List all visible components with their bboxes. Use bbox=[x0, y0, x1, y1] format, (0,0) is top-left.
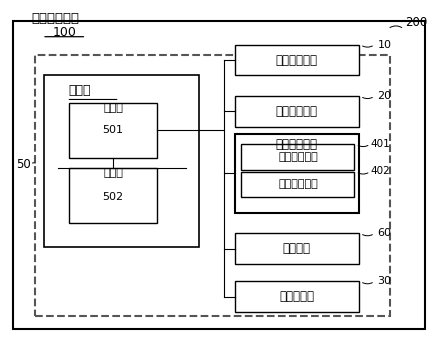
Text: 样本分析系统: 样本分析系统 bbox=[31, 12, 79, 25]
Text: 501: 501 bbox=[102, 125, 124, 135]
FancyBboxPatch shape bbox=[69, 168, 157, 223]
Text: 100: 100 bbox=[52, 26, 76, 39]
Text: 50: 50 bbox=[16, 158, 31, 171]
FancyBboxPatch shape bbox=[235, 233, 359, 264]
Text: 10: 10 bbox=[377, 39, 392, 50]
Text: 样本分析仪: 样本分析仪 bbox=[279, 290, 315, 303]
Text: 样本放行机构: 样本放行机构 bbox=[278, 179, 318, 189]
Text: 样本传输机构: 样本传输机构 bbox=[278, 152, 318, 162]
FancyBboxPatch shape bbox=[235, 96, 359, 127]
Text: 200: 200 bbox=[405, 16, 427, 29]
Text: 20: 20 bbox=[377, 91, 392, 101]
Text: 30: 30 bbox=[377, 276, 392, 286]
FancyBboxPatch shape bbox=[235, 134, 359, 213]
FancyBboxPatch shape bbox=[235, 45, 359, 75]
Text: 控制器: 控制器 bbox=[69, 84, 91, 97]
Text: 样本检测装置: 样本检测装置 bbox=[276, 105, 318, 118]
FancyBboxPatch shape bbox=[13, 21, 425, 329]
FancyBboxPatch shape bbox=[241, 144, 354, 170]
Text: 401: 401 bbox=[370, 139, 390, 149]
Text: 取样机构: 取样机构 bbox=[283, 242, 311, 255]
FancyBboxPatch shape bbox=[69, 103, 157, 158]
Text: 402: 402 bbox=[370, 166, 390, 177]
Text: 样本装载装置: 样本装载装置 bbox=[276, 54, 318, 67]
Text: 502: 502 bbox=[102, 192, 124, 202]
Text: 处理器: 处理器 bbox=[103, 103, 123, 113]
FancyBboxPatch shape bbox=[235, 281, 359, 312]
Text: 样本调度装置: 样本调度装置 bbox=[276, 138, 318, 151]
FancyBboxPatch shape bbox=[241, 172, 354, 197]
FancyBboxPatch shape bbox=[44, 75, 199, 247]
Text: 存储器: 存储器 bbox=[103, 168, 123, 178]
Text: 60: 60 bbox=[377, 228, 392, 238]
